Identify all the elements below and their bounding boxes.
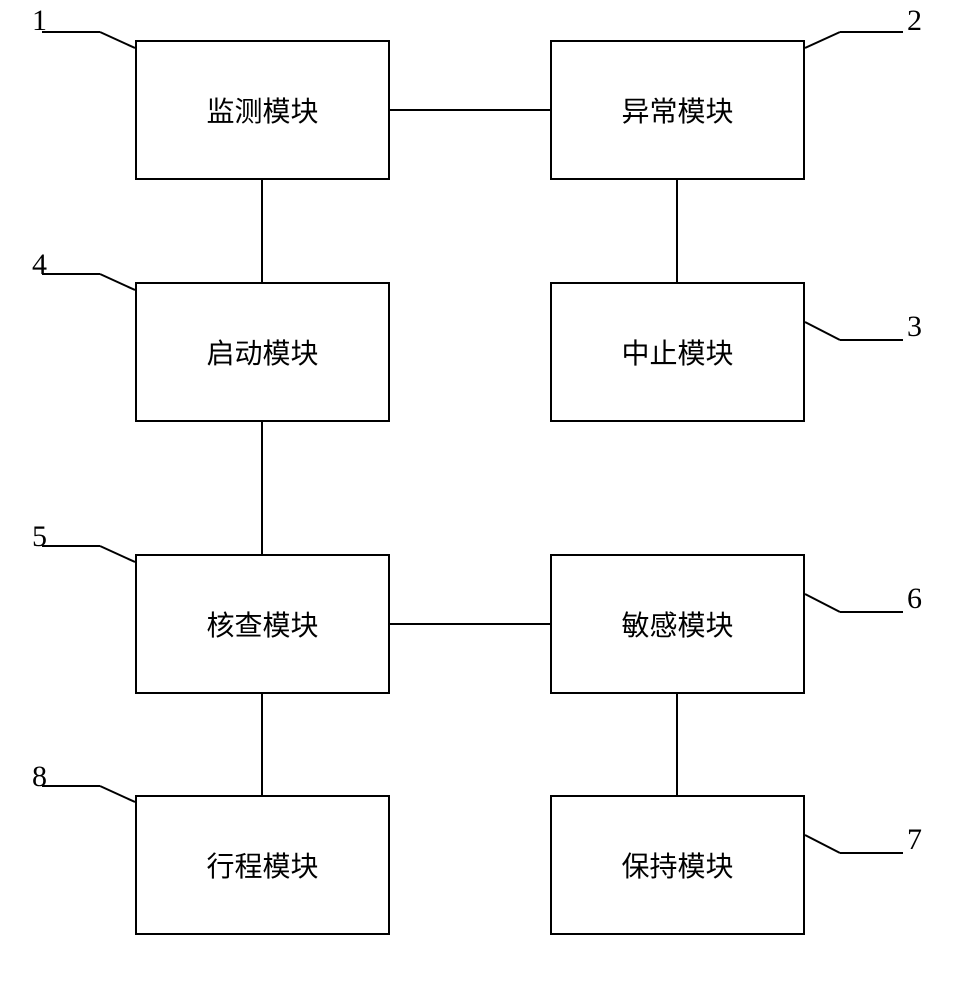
edge-6-7 [676,694,678,795]
module-label-5: 核查模块 [206,604,318,644]
edge-5-6 [390,623,550,625]
label-number-7: 7 [907,823,922,857]
module-box-6: 敏感模块 [550,554,805,694]
module-box-7: 保持模块 [550,795,805,935]
edge-4-5 [261,422,263,554]
leader-line-2 [805,30,905,50]
leader-line-5 [40,544,135,564]
leader-line-4 [40,272,135,292]
diagram-container: 监测模块 1 异常模块 2 启动模块 4 中止模块 3 核查模块 5 敏感模块 [0,0,956,1000]
module-label-6: 敏感模块 [621,604,733,644]
leader-line-7 [805,833,905,855]
module-label-2: 异常模块 [621,90,733,130]
module-label-8: 行程模块 [206,845,318,885]
edge-2-3 [676,180,678,282]
module-box-2: 异常模块 [550,40,805,180]
module-box-1: 监测模块 [135,40,390,180]
module-box-3: 中止模块 [550,282,805,422]
label-number-2: 2 [907,4,922,38]
module-label-1: 监测模块 [206,90,318,130]
label-number-3: 3 [907,310,922,344]
leader-line-8 [40,784,135,804]
module-label-4: 启动模块 [206,332,318,372]
edge-5-8 [261,694,263,795]
label-number-6: 6 [907,582,922,616]
leader-line-3 [805,320,905,342]
leader-line-6 [805,592,905,614]
edge-1-4 [261,180,263,282]
module-box-4: 启动模块 [135,282,390,422]
module-box-8: 行程模块 [135,795,390,935]
module-label-3: 中止模块 [621,332,733,372]
module-box-5: 核查模块 [135,554,390,694]
edge-1-2 [390,109,550,111]
module-label-7: 保持模块 [621,845,733,885]
leader-line-1 [40,30,135,50]
